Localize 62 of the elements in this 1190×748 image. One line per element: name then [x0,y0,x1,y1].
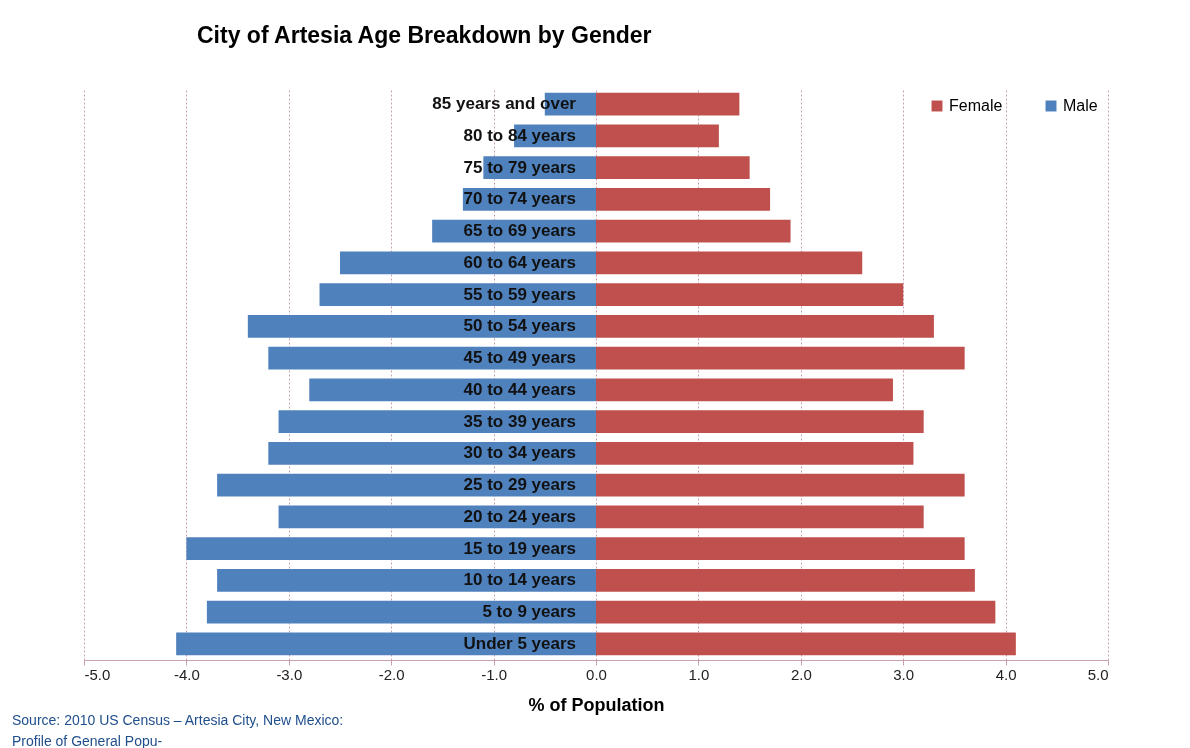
legend-label: Female [949,97,1003,114]
bar [596,537,965,561]
bar [596,124,719,148]
bar [217,473,596,497]
y-tick-label: Under 5 years [463,633,576,653]
y-tick-label: 65 to 69 years [463,221,576,241]
bar [596,346,965,370]
bar [596,283,904,307]
x-tick-label: -2.0 [378,665,405,683]
bar [596,156,750,180]
y-tick-label: 50 to 54 years [463,316,576,336]
bar [596,473,965,497]
y-tick-label: 70 to 74 years [463,189,576,209]
y-tick-label: 35 to 39 years [463,411,576,431]
bar [596,187,771,211]
bar [596,251,863,275]
chart-title: City of Artesia Age Breakdown by Gender [197,22,652,48]
x-tick-label: -3.0 [276,665,303,683]
x-tick-label: 3.0 [893,665,915,683]
x-tick-label: -1.0 [481,665,508,683]
y-tick-label: 45 to 49 years [463,348,576,368]
y-tick-label: 25 to 29 years [463,475,576,495]
bar [176,632,596,656]
x-tick-label: 1.0 [688,665,710,683]
bar [206,600,596,624]
y-tick-label: 55 to 59 years [463,284,576,304]
text: Profile of General Popu- [12,733,163,748]
y-tick-label: 60 to 64 years [463,252,576,272]
bar [268,346,596,370]
source-note: Source: 2010 US Census – Artesia City, New Mexico: [12,712,344,728]
bar [596,505,924,529]
bar [596,314,934,338]
x-tick-label: 2.0 [790,665,812,683]
bar [596,441,914,465]
bar [596,600,996,624]
x-tick-label: -5.0 [84,665,111,683]
x-axis-title: % of Population [528,694,665,715]
bar [596,219,791,243]
bar [596,410,924,434]
bar [309,378,596,402]
bar [217,568,596,592]
bar [268,441,596,465]
x-tick-label: 4.0 [995,665,1017,683]
legend-label: Male [1063,97,1098,114]
x-tick-label: -4.0 [173,665,200,683]
x-tick-label: 0.0 [586,665,607,683]
bar [596,378,893,402]
y-tick-label: 10 to 14 years [463,570,576,590]
bar [186,537,596,561]
y-tick-label: 5 to 9 years [482,602,576,622]
x-tick-label: 5.0 [1087,665,1109,683]
bar [278,505,596,529]
bar [596,632,1016,656]
bar [278,410,596,434]
y-tick-label: 15 to 19 years [463,538,576,558]
bar [247,314,596,338]
y-tick-label: 40 to 44 years [463,379,576,399]
y-tick-label: 75 to 79 years [463,157,576,177]
y-tick-label: 30 to 34 years [463,443,576,463]
bar [596,92,740,116]
bar [596,568,975,592]
y-tick-label: 20 to 24 years [463,506,576,526]
